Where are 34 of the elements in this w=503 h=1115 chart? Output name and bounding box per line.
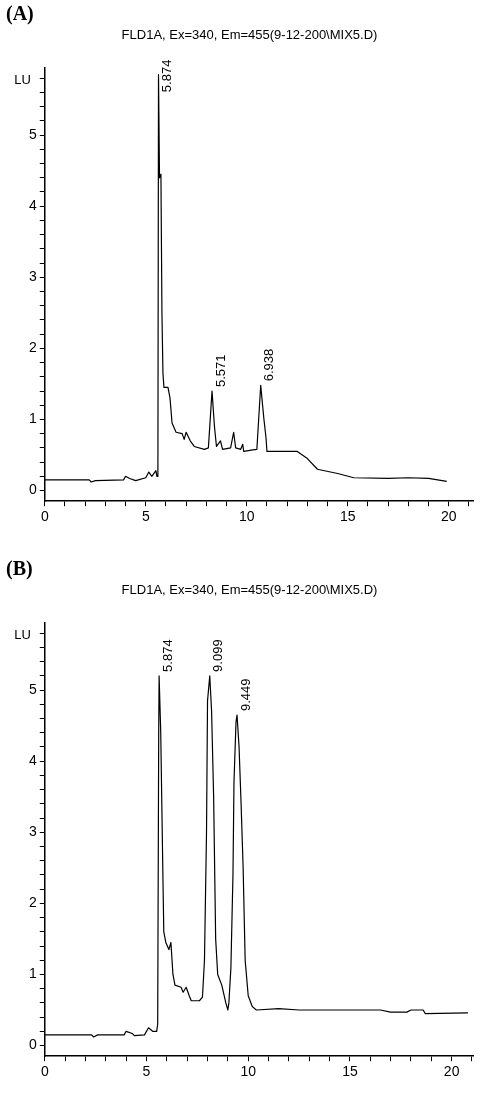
y-tick-label: 3 [28, 268, 37, 285]
annotation: 6.938 [261, 348, 277, 382]
y-tick-label: 3 [28, 823, 37, 840]
y-tick-label: 0 [28, 1036, 37, 1053]
x-tick-label: 15 [342, 1063, 358, 1080]
y-axis-title: LU [14, 626, 31, 642]
y-tick-label: 2 [28, 894, 37, 911]
x-tick-label: 5 [142, 1063, 151, 1080]
x-tick-label: 20 [440, 508, 457, 525]
y-tick-label: 1 [28, 965, 37, 982]
x-tick-label: 10 [238, 508, 255, 525]
x-tick-label: 0 [40, 508, 49, 525]
y-tick-label: 4 [28, 197, 37, 214]
x-tick-label: 15 [339, 508, 356, 525]
y-tick-label: 0 [28, 481, 37, 498]
y-axis-title: LU [14, 71, 31, 87]
x-tick-label: 10 [240, 1063, 257, 1080]
x-tick-label: 0 [40, 1063, 49, 1080]
chart-title: FLD1A, Ex=340, Em=455(9-12-200\MIX5.D) [121, 582, 378, 598]
annotation: 9.449 [237, 678, 253, 712]
annotation: 5.874 [159, 59, 175, 93]
chart-title: FLD1A, Ex=340, Em=455(9-12-200\MIX5.D) [121, 27, 378, 43]
y-tick-label: 2 [28, 339, 37, 356]
annotation: 9.099 [210, 639, 226, 672]
y-tick-label: 5 [28, 680, 37, 697]
annotation: 5.874 [159, 639, 175, 672]
annotation: 5.571 [212, 354, 228, 388]
y-tick-label: 5 [28, 125, 37, 142]
x-tick-label: 5 [141, 508, 150, 525]
y-tick-label: 1 [28, 410, 37, 427]
y-tick-label: 4 [28, 752, 37, 769]
text: (B) [6, 557, 33, 580]
text: (A) [6, 2, 34, 25]
x-tick-label: 20 [443, 1063, 460, 1080]
